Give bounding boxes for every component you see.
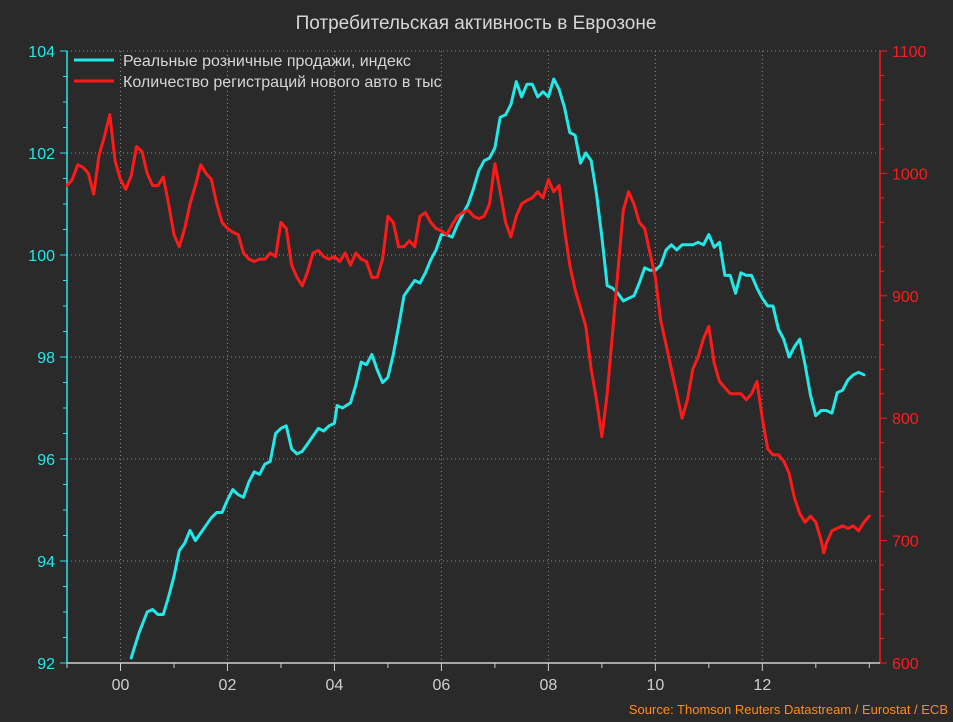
legend-label-1: Реальные розничные продажи, индекс [123,53,411,70]
y-right-tick-label: 900 [892,289,919,306]
legend-label-2: Количество регистраций нового авто в тыс [123,74,442,91]
legend: Реальные розничные продажи, индекс Количе… [74,53,442,91]
y-right-tick-label: 600 [892,656,919,673]
source-note: Source: Thomson Reuters Datastream / Eur… [629,702,948,717]
y-right-tick-label: 1100 [892,44,927,61]
y-left-tick-label: 92 [37,656,55,673]
x-tick-label: 08 [539,677,557,694]
y-left-tick-label: 98 [37,350,55,367]
x-tick-label: 04 [326,677,344,694]
y-left-tick-label: 104 [28,44,55,61]
y-left-tick-label: 94 [37,554,55,571]
series-line-1 [129,77,866,660]
y-left-tick-label: 102 [28,146,55,163]
x-tick-label: 00 [112,677,130,694]
chart-title: Потребительская активность в Еврозоне [296,13,657,34]
axes: 92 94 96 98 100 102 104 600 700 800 900 1000 1100 00 0… [28,44,927,694]
series-line-2 [65,113,871,555]
x-tick-label: 10 [646,677,664,694]
series-lines [65,77,871,660]
x-tick-label: 12 [753,677,771,694]
x-tick-label: 06 [433,677,451,694]
x-tick-label: 02 [219,677,237,694]
y-right-tick-label: 800 [892,411,919,428]
y-left-tick-label: 96 [37,452,55,469]
y-right-tick-label: 700 [892,534,919,551]
y-left-tick-label: 100 [28,248,55,265]
y-right-tick-label: 1000 [892,166,928,183]
